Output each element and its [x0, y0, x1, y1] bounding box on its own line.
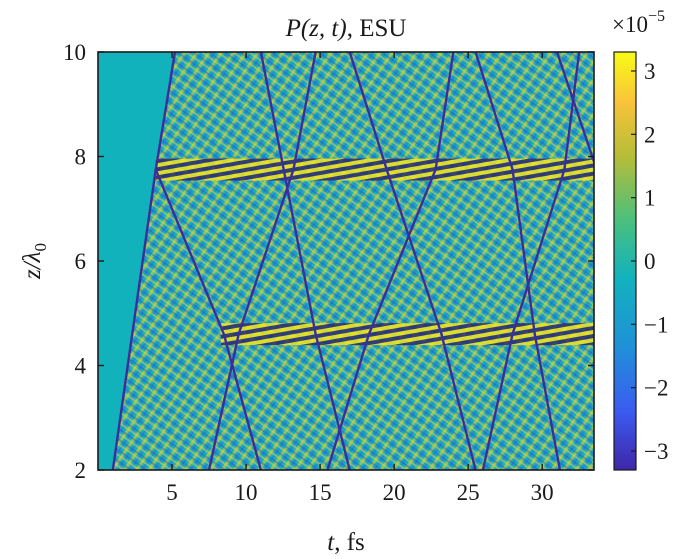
- colorbar-tick-label: 1: [644, 186, 656, 211]
- wavefront-line: [292, 52, 317, 171]
- wavefront-line: [348, 52, 388, 171]
- x-tick-label: 5: [166, 480, 178, 505]
- wavefront-line: [385, 168, 443, 336]
- colorbar-tick-label: 2: [644, 122, 656, 147]
- wavefront-line: [511, 168, 536, 336]
- title-suffix: , ESU: [347, 15, 407, 42]
- wavefront-line: [111, 168, 157, 470]
- wavefront-line: [481, 332, 514, 470]
- wavefront-line: [237, 168, 295, 336]
- x-tick-label: 10: [235, 480, 258, 505]
- wavefront-line: [259, 52, 317, 336]
- wavefront-line: [440, 332, 477, 470]
- colorbar-tick-label: −3: [644, 439, 668, 464]
- y-tick-label: 8: [75, 145, 87, 170]
- colorbar-tick-label: 0: [644, 249, 656, 274]
- wavefront-line: [207, 332, 240, 470]
- wave-field-cross-ripples: [112, 52, 594, 470]
- colorbar-tick-label: −1: [644, 312, 668, 337]
- colorbar-tick-label: 3: [644, 59, 656, 84]
- wavefront-line: [154, 52, 177, 171]
- wavefront-line: [367, 168, 437, 336]
- y-tick-label: 10: [63, 40, 86, 65]
- title-symbol: P: [285, 15, 301, 42]
- reflection-layer-band: [155, 158, 594, 181]
- wavefront-line: [555, 52, 594, 163]
- reflection-layer-band: [220, 323, 594, 346]
- y-axis-label: z/λ0: [19, 243, 50, 280]
- x-tick-label: 30: [531, 480, 554, 505]
- wavefront-line: [563, 52, 581, 171]
- y-tick-label: 4: [75, 354, 87, 379]
- heatmap-plot-area: [98, 52, 594, 470]
- x-tick-label: 25: [457, 480, 480, 505]
- wavefront-line: [154, 168, 226, 336]
- y-tick-label: 6: [75, 249, 87, 274]
- chart-title: P(z, t), ESU: [285, 15, 407, 42]
- x-axis-label: t, fs: [327, 529, 365, 556]
- title-args: (z, t): [301, 15, 347, 42]
- colorbar-exponent: ×10−5: [612, 8, 665, 37]
- wavefront-line: [533, 332, 562, 470]
- wavefront-line: [474, 52, 514, 171]
- y-tick-label: 2: [75, 458, 87, 483]
- wavefront-line: [326, 332, 371, 470]
- colorbar-tick-label: −2: [644, 376, 668, 401]
- x-tick-label: 20: [383, 480, 406, 505]
- wavefront-line: [434, 52, 455, 171]
- wavefront-line: [511, 168, 566, 336]
- wavefront-line: [314, 332, 351, 470]
- wavefront-line: [222, 332, 263, 470]
- x-tick-label: 15: [309, 480, 332, 505]
